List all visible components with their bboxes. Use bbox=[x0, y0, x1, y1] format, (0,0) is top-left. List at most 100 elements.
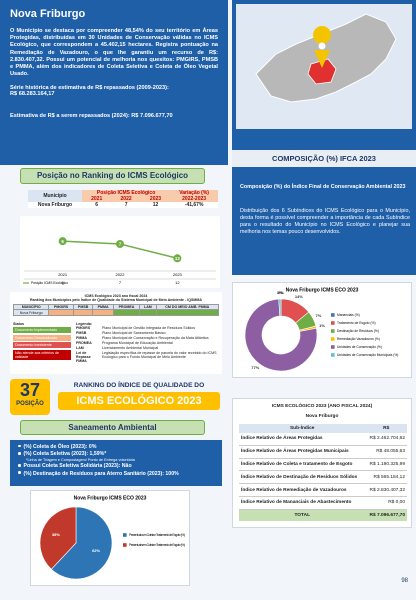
position-label: POSIÇÃO bbox=[16, 401, 44, 407]
legend-label: Remediação Vazadouros (%) bbox=[337, 337, 380, 341]
data-label: 38% bbox=[52, 532, 60, 537]
legend-desc: Plano Municipal de Conservação e Recuper… bbox=[102, 336, 209, 340]
donut-block: Nova Friburgo ICMS ECO 2023 0% 14% 7% 1% 77% 1… bbox=[232, 282, 412, 378]
legend-row: Lei de Repasse FMMA Legislação específica… bbox=[76, 351, 219, 363]
map-pin-tip bbox=[314, 50, 330, 68]
legend-desc: Plano Municipal de Saneamento Básico bbox=[102, 331, 166, 335]
table-row: Índice Relativo de Remediação de Vazadou… bbox=[239, 484, 407, 497]
table-cell: Índice Relativo de Áreas Protegidas bbox=[241, 436, 323, 442]
table-header: CM DO MEIO AMB. FMMA bbox=[155, 304, 220, 310]
chart-title: Nova Friburgo ICMS ECO 2023 bbox=[74, 495, 147, 501]
table-cell: -41,67% bbox=[184, 202, 204, 208]
status-item: Documento Implementado bbox=[13, 327, 71, 333]
iqsmma-title: ICMS Ecológico 2023 ano fiscal 2024 bbox=[84, 294, 148, 298]
table-row: Índice Relativo de Destinação de Resíduo… bbox=[239, 471, 407, 484]
list-text: *Linha de Triagem e Compostagem/ Ponto d… bbox=[26, 458, 135, 463]
table-cell: Índice Relativo de Áreas Protegidas Muni… bbox=[241, 449, 349, 455]
table-header: Variação (%) bbox=[170, 190, 218, 196]
legend-swatch bbox=[123, 543, 127, 547]
subindex-title: ICMS ECOLÓGICO 2023 (ANO FISCAL 2024) bbox=[271, 404, 373, 409]
abbreviation-legend: Legenda: PMGIRS Plano Municipal de Gestão … bbox=[76, 322, 219, 364]
legend-abbr: PMMA bbox=[76, 336, 87, 340]
subindex-table: Sub-Índice R$ Índice Relativo de Áreas Pro… bbox=[239, 424, 407, 521]
table-header: Município bbox=[28, 190, 82, 202]
subindex-block: ICMS ECOLÓGICO 2023 (ANO FISCAL 2024) No… bbox=[232, 398, 412, 528]
composition-panel: COMPOSIÇÃO (%) IFCA 2023 Composição (%) … bbox=[232, 0, 416, 275]
table-header: R$ bbox=[383, 426, 390, 431]
series-label: Série histórica de estimativa de R$ repa… bbox=[10, 85, 169, 92]
bullet-dot bbox=[18, 452, 21, 455]
table-cell: Índice Relativo de Mananciais de Abastec… bbox=[241, 500, 352, 506]
legend-label: Destinação de Resíduos (%) bbox=[337, 329, 379, 333]
position-block: 37 POSIÇÃO RANKING DO ÍNDICE DE QUALIDAD… bbox=[10, 379, 222, 415]
legend-label: Unidades de Conservação (%) bbox=[337, 345, 382, 349]
table-row: Nova Friburgo bbox=[12, 309, 220, 316]
data-label: 14% bbox=[295, 294, 303, 299]
table-row: Índice Relativo de Áreas Protegidas R$ 2.… bbox=[239, 433, 407, 446]
table-value: 6 bbox=[62, 280, 65, 285]
status-cell bbox=[48, 309, 74, 316]
legend-row: PMGIRS Plano Municipal de Gestão Integrad… bbox=[76, 326, 219, 330]
data-label: 1% bbox=[319, 323, 325, 328]
page-number: 98 bbox=[401, 578, 408, 584]
composition-title: COMPOSIÇÃO (%) IFCA 2023 bbox=[232, 150, 416, 167]
pie-block: Nova Friburgo ICMS ECO 2023 62% 38% Percent… bbox=[30, 490, 190, 586]
composition-subtitle: Composição (%) do Índice Final de Conser… bbox=[240, 184, 406, 190]
table-header: 2021 bbox=[91, 196, 103, 202]
table-cell: R$ 7.096.677,70 bbox=[369, 512, 405, 518]
table-cell: R$ 565.184,12 bbox=[373, 474, 405, 480]
municipality-shape bbox=[307, 58, 337, 85]
table-cell: Índice Relativo de Coleta e tratamento d… bbox=[241, 461, 353, 467]
list-text: (%) Destinação de Resíduos para Aterro S… bbox=[23, 470, 179, 477]
slice bbox=[278, 298, 282, 317]
point bbox=[116, 240, 124, 248]
ranking-title: Posição no Ranking do ICMS Ecológico bbox=[20, 168, 205, 184]
legend-abbr: Lei de Repasse FMMA bbox=[76, 351, 91, 363]
status-cell bbox=[72, 309, 94, 316]
status-item: Documento Desatualizado bbox=[13, 334, 71, 341]
position-heading: RANKING DO ÍNDICE DE QUALIDADE DO bbox=[73, 382, 205, 389]
legend-label: Percentual com Coleta e Tratamento de Es… bbox=[129, 533, 185, 537]
legend-swatch bbox=[331, 345, 335, 349]
subindex-municipality: Nova Friburgo bbox=[305, 414, 339, 419]
line-chart: 6 7 12 2021 6 2022 7 2023 12 Posição ICMS Ecológi… bbox=[20, 216, 220, 288]
legend-label: Unidades de Conservação Municipais (%) bbox=[337, 353, 398, 357]
table-cell: Nova Friburgo bbox=[12, 309, 50, 316]
legend-swatch bbox=[123, 533, 127, 537]
slice bbox=[39, 506, 77, 570]
table-cell: Nova Friburgo bbox=[37, 202, 73, 208]
data-label: 12 bbox=[175, 256, 181, 261]
status-item: Documento Inexistente bbox=[13, 342, 71, 348]
table-cell: 7 bbox=[124, 202, 128, 208]
data-label: 7% bbox=[316, 313, 322, 318]
bullet-dot bbox=[18, 444, 21, 448]
table-cell: R$ 2.462.704,62 bbox=[369, 436, 405, 442]
sanitation-title: Saneamento Ambiental bbox=[20, 420, 205, 435]
table-header: Posição ICMS Ecológico bbox=[82, 190, 171, 196]
table-value: 12 bbox=[175, 280, 180, 285]
legend-abbr: PROMEA bbox=[76, 341, 92, 345]
legend-swatch bbox=[331, 329, 335, 333]
bullet-dot bbox=[18, 464, 21, 467]
chart-title: Nova Friburgo ICMS ECO 2023 bbox=[286, 287, 359, 293]
legend-row: PMMA Plano Municipal de Conservação e Rec… bbox=[76, 336, 219, 340]
list-item: *Linha de Triagem e Compostagem/ Ponto d… bbox=[18, 458, 214, 463]
table-cell: 12 bbox=[152, 202, 159, 208]
table-cell: Índice Relativo de Destinação de Resíduo… bbox=[241, 474, 358, 480]
iqsmma-table: MUNICÍPIO PMGIRS PMSB PMMA PROMEA LAM CM DO ME… bbox=[12, 304, 220, 316]
composition-text: Distribuição dos 6 Subíndices do ICMS Ec… bbox=[240, 208, 410, 235]
map-pin-dot bbox=[318, 42, 326, 50]
table-value: 7 bbox=[119, 280, 122, 285]
table-row: Índice Relativo de Áreas Protegidas Muni… bbox=[239, 445, 407, 459]
status-title: Status bbox=[13, 322, 24, 326]
list-text: (%) Coleta Seletiva (2023): 1,59%* bbox=[23, 451, 107, 458]
sanitation-list: (%) Coleta de Óleo (2023): 0% (%) Coleta … bbox=[10, 440, 222, 486]
legend-label: Percentual sem Coleta e Tratamento de Es… bbox=[129, 543, 185, 547]
legend-desc: Plano Municipal de Gestão Integrada de R… bbox=[102, 326, 196, 330]
x-tick-label: 2023 bbox=[173, 272, 183, 277]
slice bbox=[50, 506, 113, 580]
data-label: 1% bbox=[277, 290, 283, 295]
data-label: 7 bbox=[119, 242, 122, 247]
table-cell: 6 bbox=[95, 202, 99, 208]
position-badge: 37 POSIÇÃO bbox=[10, 379, 50, 415]
